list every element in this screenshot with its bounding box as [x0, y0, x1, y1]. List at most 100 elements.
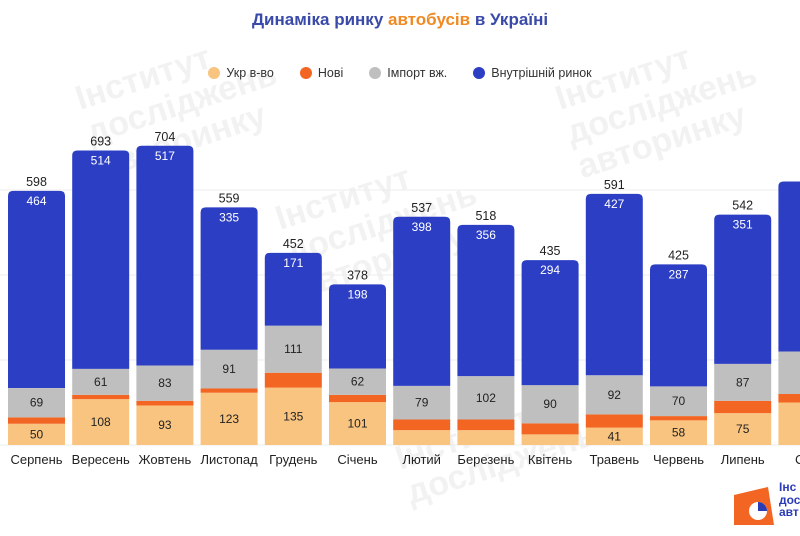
bar-segment-import: [585, 375, 643, 415]
total-label: 435: [540, 244, 561, 258]
bar-segment-import: [329, 368, 386, 395]
data-label-import: 102: [476, 391, 496, 405]
bar-segment-import: [457, 376, 515, 420]
bar-segment-new: [393, 419, 451, 431]
bar-segment-domestic: [8, 190, 65, 389]
data-label-domestic: 398: [412, 220, 432, 234]
category-label: Березень: [457, 452, 514, 467]
total-label: 559: [219, 191, 240, 205]
logo-text: Інс дос авт: [779, 481, 800, 519]
bus-logo-icon: [734, 487, 774, 525]
legend-label: Імпорт вж.: [387, 66, 448, 80]
data-label-ukr: 108: [91, 415, 111, 429]
bar-segment-new: [72, 394, 130, 400]
category-label: Листопад: [201, 452, 259, 467]
total-label: 693: [90, 134, 111, 148]
data-label-import: 90: [543, 397, 557, 411]
total-label: 542: [732, 199, 753, 213]
category-label: Травень: [589, 452, 639, 467]
data-label-ukr: 135: [283, 409, 303, 423]
total-label: 537: [411, 201, 432, 215]
bar-segment-ukr: [200, 392, 258, 445]
total-label: 598: [26, 175, 47, 189]
bar-segment-ukr: [457, 430, 515, 445]
data-label-domestic: 514: [91, 153, 111, 167]
data-label-import: 70: [672, 394, 686, 408]
bar-segment-ukr: [714, 413, 772, 445]
title-text: Динаміка ринку: [251, 10, 388, 29]
bar-segment-domestic: [136, 145, 194, 366]
data-label-ukr: 93: [158, 418, 172, 432]
bar-segment-domestic: [393, 216, 451, 386]
category-label: Червень: [653, 452, 704, 467]
bar-segment-new: [714, 400, 772, 414]
category-label: Лютий: [402, 452, 440, 467]
legend-dot-ukr: [208, 67, 221, 79]
bar-segment-ukr: [72, 399, 130, 445]
total-label: 452: [283, 237, 304, 251]
legend-label: Внутрішній ринок: [491, 66, 592, 80]
data-label-ukr: 75: [736, 422, 750, 436]
bar-segment-domestic: [200, 207, 258, 350]
category-label: Липень: [721, 452, 765, 467]
bar-segment-import: [521, 385, 579, 424]
bar-segment-new: [329, 394, 386, 403]
bars-group: [8, 145, 800, 445]
bar-segment-import: [72, 368, 130, 395]
data-label-ukr: 41: [608, 429, 622, 443]
bar-segment-new: [200, 388, 258, 393]
bar-segment-domestic: [329, 284, 386, 369]
labels-group: 50 69 464 598 Серпень 108 61 514 693 Вересень 93 83…: [10, 130, 800, 467]
data-label-domestic: 427: [604, 197, 624, 211]
data-label-ukr: 101: [347, 417, 367, 431]
bar-segment-ukr: [585, 427, 643, 445]
data-label-import: 79: [415, 396, 429, 410]
title-text-end: в Україні: [470, 10, 549, 29]
data-label-import: 83: [158, 376, 172, 390]
institute-logo: Інс дос авт: [730, 481, 800, 531]
category-label: Вересень: [72, 452, 130, 467]
legend-item-new: Нові: [299, 66, 344, 80]
bar-segment-new: [650, 416, 707, 421]
bar-segment-import: [778, 351, 800, 394]
data-label-domestic: 287: [668, 267, 688, 281]
legend-label: Укр в-во: [226, 66, 274, 80]
data-label-domestic: 171: [283, 256, 303, 270]
data-label-ukr: 50: [30, 427, 44, 441]
bar-segment-import: [264, 325, 322, 373]
data-label-domestic: 335: [219, 210, 239, 224]
data-label-import: 61: [94, 375, 108, 389]
bar-segment-import: [714, 363, 772, 401]
data-label-import: 111: [284, 342, 303, 356]
bar-segment-import: [650, 386, 707, 417]
legend-dot-new: [299, 67, 312, 79]
bar-segment-import: [393, 385, 451, 420]
bar-segment-ukr: [264, 387, 322, 445]
total-label: 704: [154, 130, 175, 144]
legend-dot-domestic: [473, 67, 486, 79]
bar-segment-new: [264, 372, 322, 388]
legend-label: Нові: [317, 66, 344, 80]
data-label-domestic: 464: [26, 194, 46, 208]
legend-item-import: Імпорт вж.: [369, 66, 447, 80]
data-label-import: 69: [30, 396, 44, 410]
bar-segment-new: [136, 400, 194, 406]
bar-segment-ukr: [329, 402, 386, 445]
bar-segment-new: [457, 419, 515, 431]
legend-dot-import: [369, 67, 382, 79]
category-label: Квітень: [528, 452, 573, 467]
bar-segment-import: [200, 349, 258, 389]
bar-segment-domestic: [264, 252, 322, 326]
total-label: 518: [475, 209, 496, 223]
bar-segment-new: [8, 417, 65, 424]
legend-item-domestic: Внутрішній ринок: [473, 66, 592, 80]
bar-segment-ukr: [778, 402, 800, 445]
bar-segment-import: [136, 365, 194, 401]
logo-line: Інс: [779, 480, 797, 494]
data-label-domestic: 517: [155, 149, 175, 163]
data-label-import: 92: [608, 388, 622, 402]
bar-segment-new: [521, 423, 579, 435]
data-label-domestic: 356: [476, 228, 496, 242]
bar-segment-new: [778, 394, 800, 403]
data-label-ukr: 58: [672, 426, 686, 440]
